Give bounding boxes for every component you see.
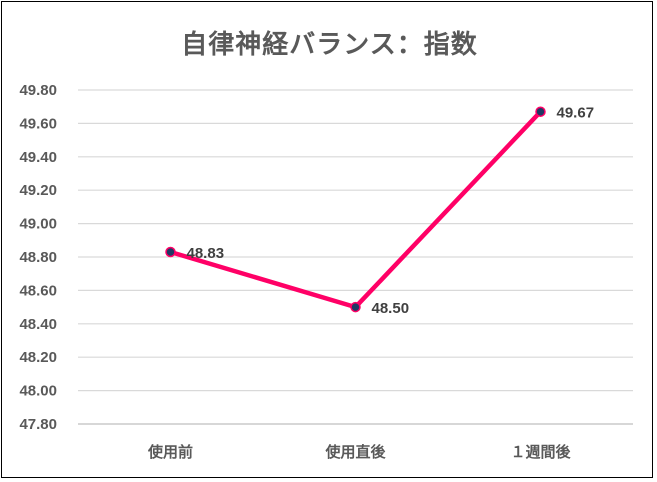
gridlines [78, 89, 633, 425]
y-tick-label: 47.80 [19, 416, 57, 433]
y-tick-label: 49.40 [19, 149, 57, 166]
series-path [168, 109, 543, 310]
data-label: 49.67 [557, 105, 595, 122]
y-tick-label: 49.80 [19, 82, 57, 99]
chart-title: 自律神経バランス：指数 [181, 30, 478, 60]
data-point-marker [350, 301, 361, 313]
x-axis-category-labels: 使用前 使用直後 １週間後 [147, 443, 572, 461]
y-tick-label: 48.80 [19, 249, 57, 266]
y-tick-label: 49.60 [19, 115, 57, 132]
data-point-marker [165, 246, 176, 258]
x-category-label: 使用前 [147, 443, 193, 461]
y-tick-label: 49.20 [19, 182, 57, 199]
data-label: 48.83 [187, 245, 225, 262]
y-tick-label: 48.20 [19, 349, 57, 366]
x-category-label: 使用直後 [324, 443, 386, 461]
data-label: 48.50 [372, 300, 410, 317]
y-tick-label: 48.00 [19, 383, 57, 400]
y-tick-label: 49.00 [19, 216, 57, 233]
data-labels: 48.83 48.50 49.67 [187, 105, 595, 317]
x-category-label: １週間後 [510, 443, 571, 461]
y-tick-label: 48.60 [19, 282, 57, 299]
series-line [165, 106, 546, 313]
y-tick-label: 48.40 [19, 316, 57, 333]
data-point-marker [535, 106, 546, 117]
y-axis-tick-labels: 47.80 48.00 48.20 48.40 48.60 48.80 49.00 49.20… [19, 82, 57, 433]
